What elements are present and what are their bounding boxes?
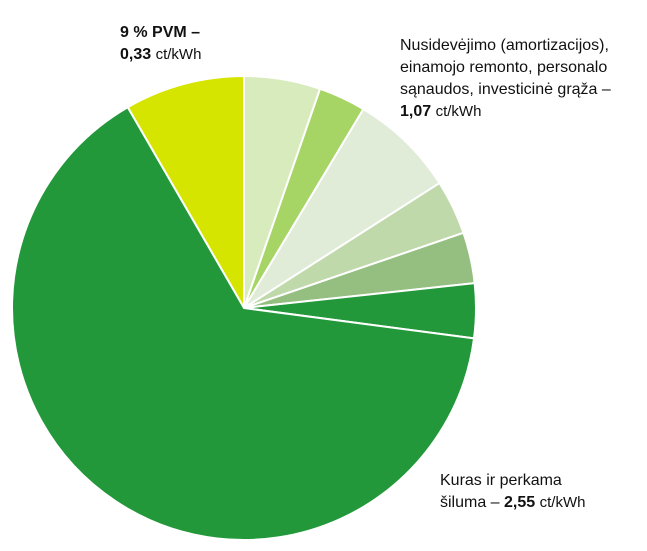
label-dep-line2: einamojo remonto, personalo: [400, 59, 608, 76]
pie-slice-pvm: [126, 74, 245, 312]
label-dep-line3: sąnaudos, investicinė grąža –: [400, 81, 611, 98]
label-pvm-value: 0,33: [120, 46, 152, 63]
label-fuel-prefix: šiluma –: [440, 494, 505, 511]
pie-slice-fuel: [11, 105, 476, 541]
label-pvm: 9 % PVM – 0,33 ct/kWh: [120, 22, 201, 66]
label-dep-unit: ct/kWh: [435, 103, 482, 120]
label-depreciation: Nusidevėjimo (amortizacijos), einamojo r…: [400, 35, 611, 123]
label-dep-line1: Nusidevėjimo (amortizacijos),: [400, 37, 609, 54]
label-dep-value: 1,07: [400, 103, 432, 120]
label-fuel-unit: ct/kWh: [539, 494, 586, 511]
pie-slice-dep_3: [243, 107, 441, 309]
label-pvm-title: 9 % PVM –: [120, 24, 201, 41]
label-pvm-unit: ct/kWh: [155, 46, 202, 63]
label-fuel-value: 2,55: [504, 494, 536, 511]
label-fuel: Kuras ir perkama šiluma – 2,55 ct/kWh: [440, 470, 585, 514]
label-fuel-line1: Kuras ir perkama: [440, 472, 562, 489]
